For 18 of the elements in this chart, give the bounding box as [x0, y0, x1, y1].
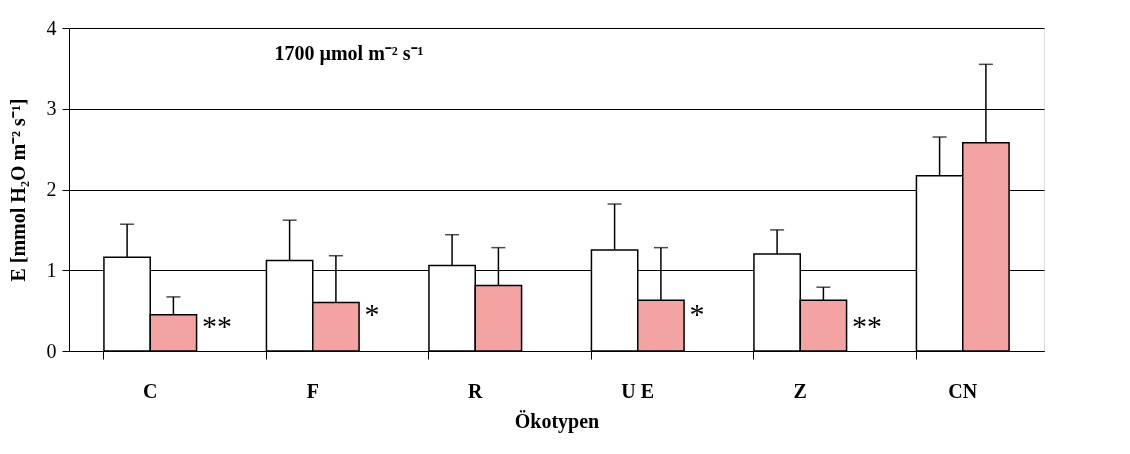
annotation: *	[689, 296, 705, 330]
y-tick-label: 1	[46, 258, 57, 281]
x-tick-label: F	[306, 379, 319, 402]
x-tick-label: R	[468, 379, 484, 402]
x-tick-label: U E	[621, 379, 655, 402]
x-tick-label: C	[143, 379, 158, 402]
y-axis-title: E [mmol H₂O m⁻² s⁻¹]	[6, 98, 29, 282]
annotation: *	[364, 296, 380, 330]
x-axis-title: Ökotypen	[514, 409, 600, 433]
y-tick-label: 4	[46, 16, 57, 39]
annotation: **	[851, 308, 882, 342]
x-tick-label: CN	[948, 379, 978, 402]
x-tick-label: Z	[793, 379, 807, 402]
y-tick-label: 2	[46, 178, 57, 200]
annotation: **	[201, 308, 232, 342]
y-tick-label: 0	[46, 339, 57, 362]
annotation: 1700 µmol m⁻² s⁻¹	[274, 42, 424, 65]
y-tick-label: 3	[46, 97, 57, 120]
